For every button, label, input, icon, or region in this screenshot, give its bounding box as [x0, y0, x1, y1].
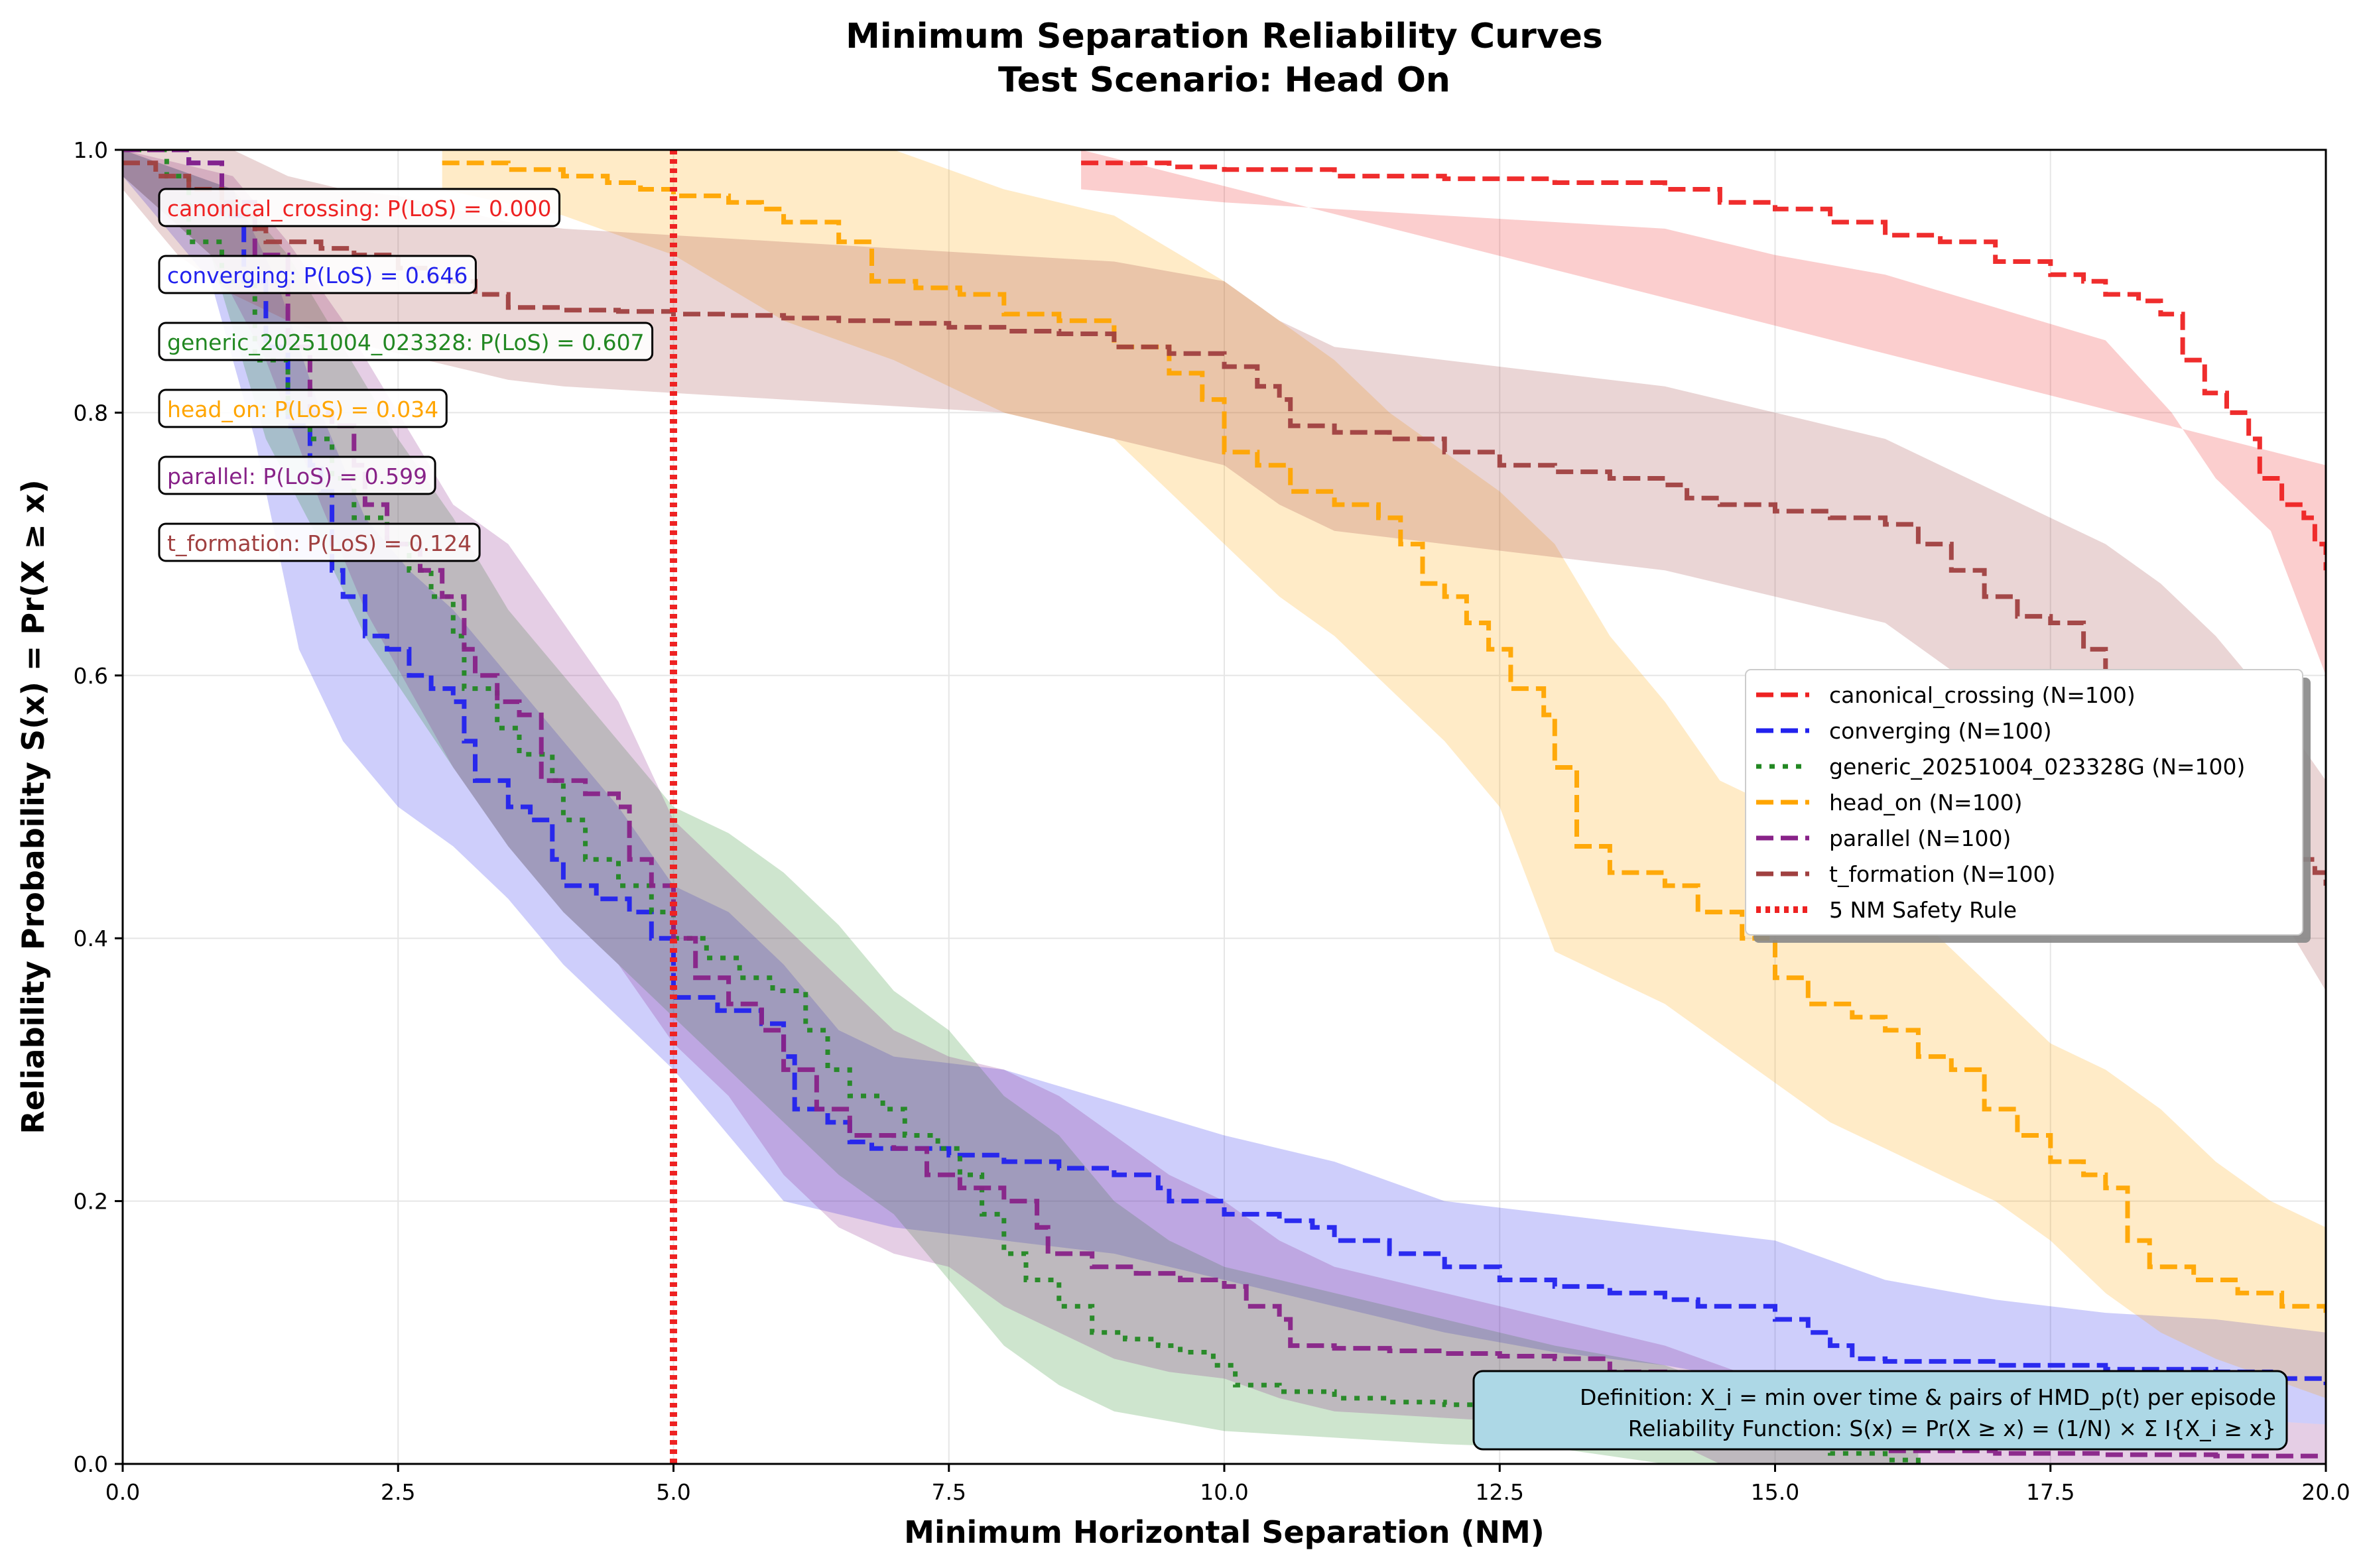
annotation-0: canonical_crossing: P(LoS) = 0.000 [158, 188, 560, 227]
legend-label-6: 5 NM Safety Rule [1829, 897, 2017, 923]
y-tick-label-1: 0.2 [74, 1189, 108, 1215]
y-axis-label: Reliability Probability S(x) = Pr(X ≥ x) [15, 479, 51, 1134]
y-tick-label-0: 0.0 [74, 1451, 108, 1477]
chart-subtitle: Test Scenario: Head On [998, 60, 1450, 100]
x-tick-label-0: 0.0 [105, 1479, 140, 1505]
band-5 [123, 150, 2326, 991]
series-line-3 [442, 160, 2326, 1313]
annotation-text-1: converging: P(LoS) = 0.646 [167, 263, 468, 288]
annotation-5: t_formation: P(LoS) = 0.124 [158, 522, 481, 562]
x-tick-label-1: 2.5 [381, 1479, 415, 1505]
axis-ticks: 0.0 2.5 5.0 7.5 10.0 12.5 15.0 17.5 20.0 0.0 0.2 0.… [74, 137, 2350, 1505]
annotation-box-5 [158, 522, 481, 562]
annotation-box-0 [158, 188, 560, 227]
y-tick-label-4: 0.8 [74, 400, 108, 426]
legend: canonical_crossing (N=100) converging (N=… [1745, 669, 2311, 943]
los-annotations: canonical_crossing: P(LoS) = 0.000 conver… [158, 188, 654, 562]
legend-label-4: parallel (N=100) [1829, 825, 2011, 851]
annotation-text-4: parallel: P(LoS) = 0.599 [167, 463, 427, 489]
definition-box: Definition: X_i = min over time & pairs … [1472, 1370, 2288, 1451]
annotation-2: generic_20251004_023328: P(LoS) = 0.607 [158, 322, 654, 361]
x-tick-label-5: 12.5 [1476, 1479, 1524, 1505]
legend-label-2: generic_20251004_023328G (N=100) [1829, 754, 2245, 780]
annotation-text-3: head_on: P(LoS) = 0.034 [167, 396, 438, 422]
definition-line-2: Reliability Function: S(x) = Pr(X ≥ x) =… [1628, 1416, 2276, 1441]
annotation-box-4 [158, 455, 436, 495]
x-tick-label-6: 15.0 [1751, 1479, 1799, 1505]
legend-label-0: canonical_crossing (N=100) [1829, 682, 2136, 708]
series-line-0 [1081, 160, 2326, 571]
legend-label-1: converging (N=100) [1829, 718, 2052, 744]
annotation-4: parallel: P(LoS) = 0.599 [158, 455, 436, 495]
band-4 [123, 150, 2326, 1464]
y-tick-label-3: 0.6 [74, 663, 108, 689]
y-tick-label-2: 0.4 [74, 926, 108, 951]
annotation-box-1 [158, 255, 477, 294]
chart-title: Minimum Separation Reliability Curves [846, 17, 1603, 56]
annotation-box-2 [158, 322, 654, 361]
annotation-text-5: t_formation: P(LoS) = 0.124 [167, 530, 472, 556]
annotation-box-3 [158, 389, 448, 428]
x-tick-label-4: 10.0 [1200, 1479, 1248, 1505]
definition-line-1: Definition: X_i = min over time & pairs … [1580, 1384, 2276, 1410]
x-tick-label-2: 5.0 [656, 1479, 690, 1505]
x-tick-label-8: 20.0 [2301, 1479, 2350, 1505]
x-tick-label-7: 17.5 [2026, 1479, 2075, 1505]
y-tick-label-5: 1.0 [74, 137, 108, 163]
band-0 [1081, 150, 2326, 676]
series-line-5 [123, 160, 2326, 886]
series-line-2 [123, 150, 1921, 1464]
legend-label-5: t_formation (N=100) [1829, 861, 2055, 887]
legend-label-3: head_on (N=100) [1829, 790, 2023, 815]
definition-box-frame [1472, 1370, 2288, 1451]
annotation-text-0: canonical_crossing: P(LoS) = 0.000 [167, 196, 551, 221]
annotation-1: converging: P(LoS) = 0.646 [158, 255, 477, 294]
x-axis-label: Minimum Horizontal Separation (NM) [904, 1514, 1545, 1550]
annotation-text-2: generic_20251004_023328: P(LoS) = 0.607 [167, 330, 645, 355]
series-line-1 [123, 150, 2326, 1386]
annotation-3: head_on: P(LoS) = 0.034 [158, 389, 448, 428]
legend-box [1745, 669, 2303, 935]
x-tick-label-3: 7.5 [932, 1479, 966, 1505]
band-3 [442, 150, 2326, 1398]
